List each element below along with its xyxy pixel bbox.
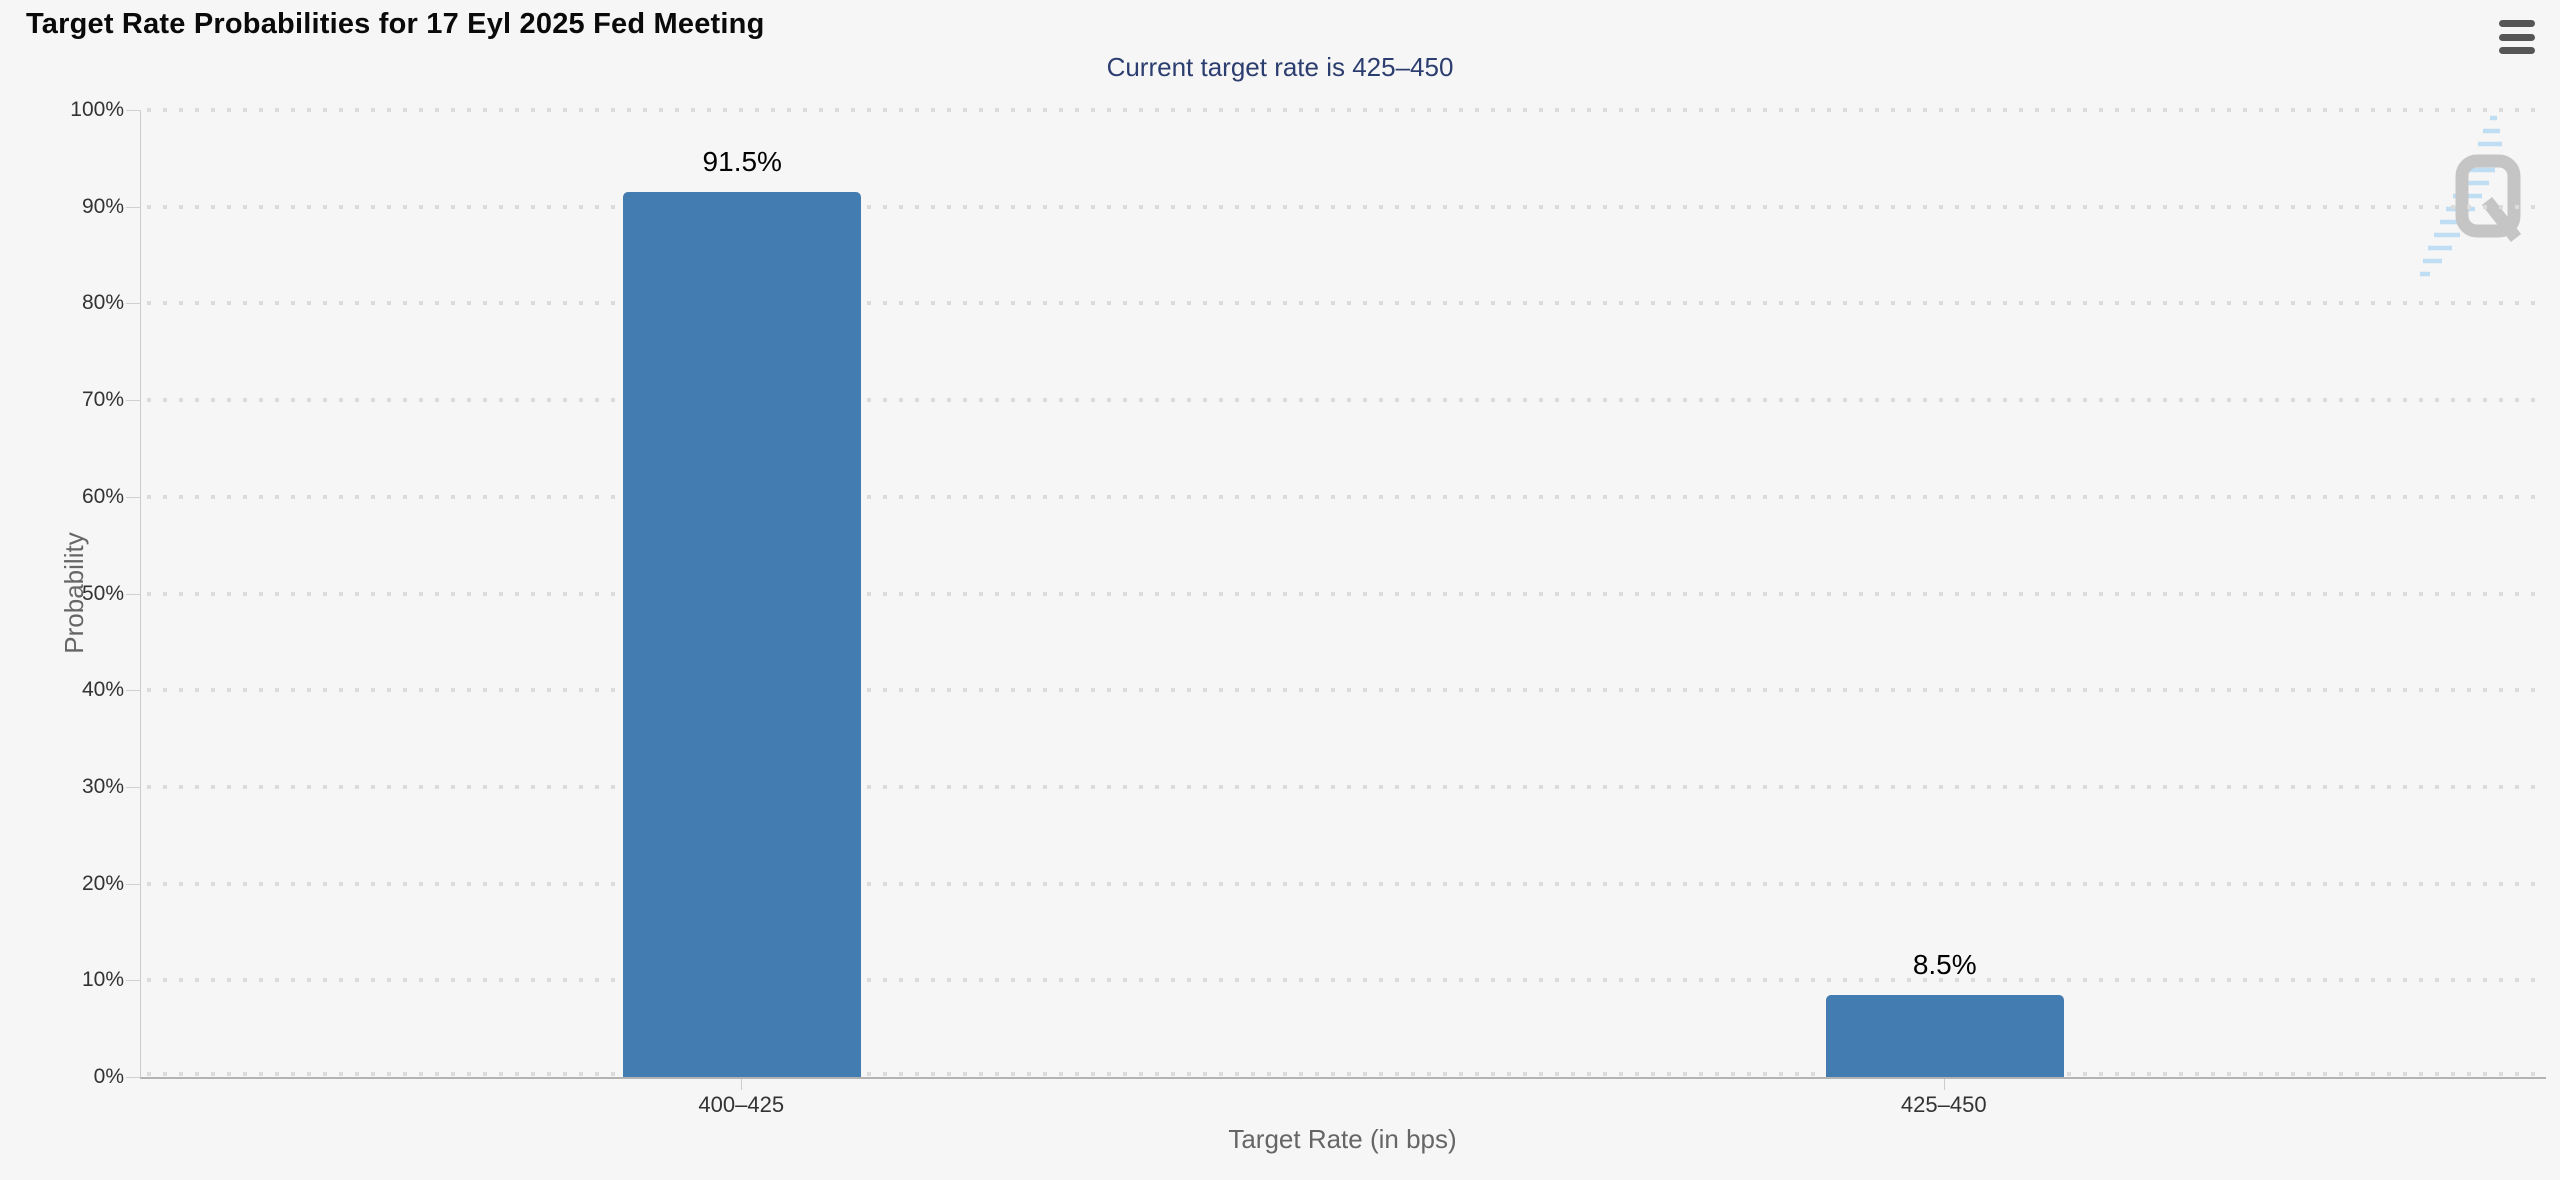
- y-tick-mark: [126, 206, 140, 208]
- y-gridline: [147, 108, 2546, 112]
- bar-400–425[interactable]: [623, 192, 862, 1077]
- bar-value-label: 8.5%: [1912, 948, 1977, 980]
- y-gridline: [147, 398, 2546, 403]
- y-tick-label: 60%: [81, 484, 124, 508]
- y-tick-label: 30%: [81, 774, 124, 798]
- y-tick-label: 100%: [70, 98, 124, 121]
- y-tick-mark: [126, 690, 140, 692]
- y-tick-label: 70%: [81, 388, 124, 412]
- plot-area: 91.5% 8.5%: [140, 108, 2546, 1079]
- hamburger-menu-icon[interactable]: [2490, 14, 2544, 60]
- x-category-label: 425–450: [1900, 1092, 1987, 1117]
- y-gridline: [147, 978, 2546, 983]
- hamburger-bar: [2499, 20, 2535, 27]
- y-tick-mark: [126, 110, 140, 111]
- y-tick-label: 10%: [81, 968, 124, 992]
- x-axis-title: Target Rate (in bps): [1228, 1124, 1457, 1154]
- y-tick-label: 80%: [81, 291, 124, 315]
- hamburger-bar: [2499, 47, 2535, 54]
- y-tick-mark: [126, 400, 140, 402]
- chart-subtitle: Current target rate is 425–450: [1106, 52, 1454, 82]
- y-gridline: [147, 301, 2546, 306]
- y-tick-mark: [126, 1077, 140, 1078]
- bar-425–450[interactable]: [1825, 994, 2064, 1077]
- y-gridline: [147, 204, 2546, 209]
- y-tick-label: 40%: [81, 678, 124, 702]
- hamburger-bar: [2499, 33, 2535, 41]
- x-tick-mark: [1943, 1079, 1945, 1090]
- x-category-label: 400–425: [698, 1092, 785, 1117]
- y-tick-mark: [126, 303, 140, 305]
- y-tick-mark: [126, 883, 140, 885]
- x-tick-mark: [741, 1079, 743, 1090]
- y-tick-mark: [126, 593, 140, 595]
- y-tick-label: 90%: [81, 194, 124, 218]
- y-tick-mark: [126, 980, 140, 982]
- chart-title: Target Rate Probabilities for 17 Eyl 202…: [26, 8, 765, 40]
- y-gridline: [147, 591, 2546, 596]
- y-gridline: [147, 1072, 2546, 1076]
- y-tick-mark: [126, 786, 140, 788]
- bar-value-label: 91.5%: [702, 146, 782, 178]
- y-tick-label: 50%: [81, 581, 124, 605]
- y-gridline: [147, 784, 2546, 789]
- y-tick-label: 20%: [81, 871, 124, 895]
- y-tick-label: 0%: [93, 1065, 124, 1088]
- y-gridline: [147, 688, 2546, 693]
- y-gridline: [147, 881, 2546, 886]
- y-gridline: [147, 494, 2546, 499]
- y-tick-mark: [126, 496, 140, 498]
